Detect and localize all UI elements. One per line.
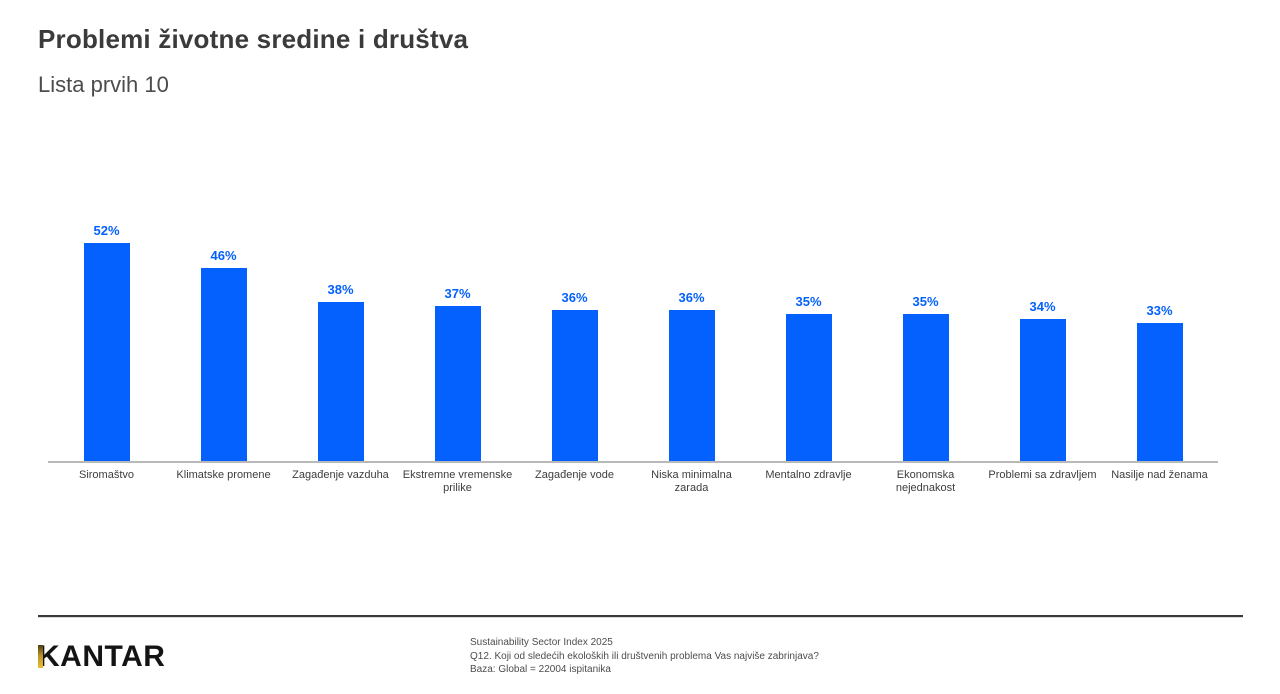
bar-rect (200, 268, 247, 461)
bar-value-label: 52% (93, 223, 120, 239)
category-cell: Niska minimalna zarada (633, 469, 750, 495)
bar-rect (1136, 322, 1183, 461)
source-line-base: Baza: Global = 22004 ispitanika (470, 664, 611, 675)
source-line-question: Q12. Koji od sledećih ekoloških ili druš… (470, 650, 819, 662)
bar-category-label: Problemi sa zdravljem (988, 469, 1097, 481)
bar-value-label: 38% (327, 281, 354, 297)
bar-value-label: 36% (561, 290, 588, 306)
bar-rect (83, 243, 130, 461)
bar-value-label: 46% (210, 248, 237, 264)
page-subtitle: Lista prvih 10 (38, 72, 169, 97)
bar-category-label: Ekstremne vremenske prilike (402, 469, 513, 494)
bar-column: 52% (48, 223, 165, 461)
bar-column: 34% (984, 298, 1101, 461)
source-line-study: Sustainability Sector Index 2025 (470, 637, 613, 648)
kantar-logo-gold-bar (38, 645, 43, 668)
category-labels-row: Siromaštvo Klimatske promene Zagađenje v… (48, 469, 1218, 495)
bar-value-label: 33% (1146, 302, 1173, 318)
bar-category-label: Siromaštvo (78, 469, 135, 481)
bar-column: 36% (516, 290, 633, 461)
bar-value-label: 35% (795, 294, 822, 310)
category-cell: Zagađenje vode (516, 469, 633, 495)
bar-chart: 52% 46% 38% 37% 36% 36% 35% 35% 34% 33% (48, 180, 1218, 495)
bar-category-label: Zagađenje vode (535, 469, 614, 481)
x-axis-line (48, 461, 1218, 463)
kantar-logo: KANTAR (38, 641, 165, 673)
bars-row: 52% 46% 38% 37% 36% 36% 35% 35% 34% 33% (48, 180, 1218, 461)
source-note: Sustainability Sector Index 2025 Q12. Ko… (470, 636, 819, 677)
bar-category-label: Ekonomska nejednakost (895, 469, 956, 494)
bar-category-label: Niska minimalna zarada (651, 469, 732, 494)
page-title: Problemi životne sredine i društva (38, 24, 469, 54)
bar-column: 37% (399, 286, 516, 461)
bar-category-label: Zagađenje vazduha (292, 469, 389, 481)
kantar-logo-text: KANTAR (38, 640, 166, 673)
bar-category-label: Klimatske promene (176, 469, 271, 481)
category-cell: Problemi sa zdravljem (984, 469, 1101, 495)
category-cell: Zagađenje vazduha (282, 469, 399, 495)
bar-column: 35% (867, 294, 984, 461)
bar-rect (551, 310, 598, 461)
category-cell: Siromaštvo (48, 469, 165, 495)
bar-rect (434, 306, 481, 461)
bar-category-label: Mentalno zdravlje (765, 469, 852, 481)
bar-column: 33% (1101, 303, 1218, 461)
footer-divider (38, 615, 1243, 618)
bar-column: 36% (633, 290, 750, 461)
bar-category-label: Nasilje nad ženama (1111, 469, 1208, 481)
category-cell: Ekstremne vremenske prilike (399, 469, 516, 495)
bar-value-label: 37% (444, 286, 471, 301)
bar-value-label: 36% (678, 290, 705, 306)
bar-column: 46% (165, 248, 282, 461)
bar-column: 38% (282, 282, 399, 461)
bar-rect (902, 314, 949, 461)
category-cell: Mentalno zdravlje (750, 469, 867, 495)
bar-rect (785, 314, 832, 461)
bar-column: 35% (750, 294, 867, 461)
category-cell: Nasilje nad ženama (1101, 469, 1218, 495)
bar-value-label: 34% (1029, 298, 1056, 314)
bar-rect (1019, 318, 1066, 461)
bar-rect (668, 310, 715, 461)
category-cell: Klimatske promene (165, 469, 282, 495)
category-cell: Ekonomska nejednakost (867, 469, 984, 495)
bar-rect (317, 301, 364, 461)
bar-value-label: 35% (912, 294, 939, 310)
